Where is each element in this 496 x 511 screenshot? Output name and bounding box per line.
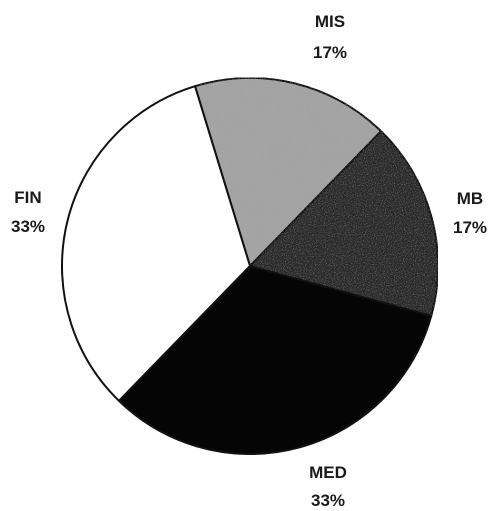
pie-slice-med — [117, 265, 433, 456]
slice-label-mis: MIS — [315, 12, 345, 31]
slice-percent-mb: 17% — [453, 218, 487, 237]
slice-percent-fin: 33% — [11, 217, 45, 236]
slice-label-med: MED — [309, 463, 347, 482]
pie-slice-fin — [61, 85, 251, 402]
pie-slices — [61, 76, 439, 456]
pie-slice-mb — [249, 130, 439, 317]
slice-label-fin: FIN — [14, 188, 41, 207]
slice-percent-mis: 17% — [313, 43, 347, 62]
pie-slice-mis — [194, 76, 383, 267]
slice-percent-med: 33% — [311, 491, 345, 510]
slice-label-mb: MB — [457, 189, 483, 208]
